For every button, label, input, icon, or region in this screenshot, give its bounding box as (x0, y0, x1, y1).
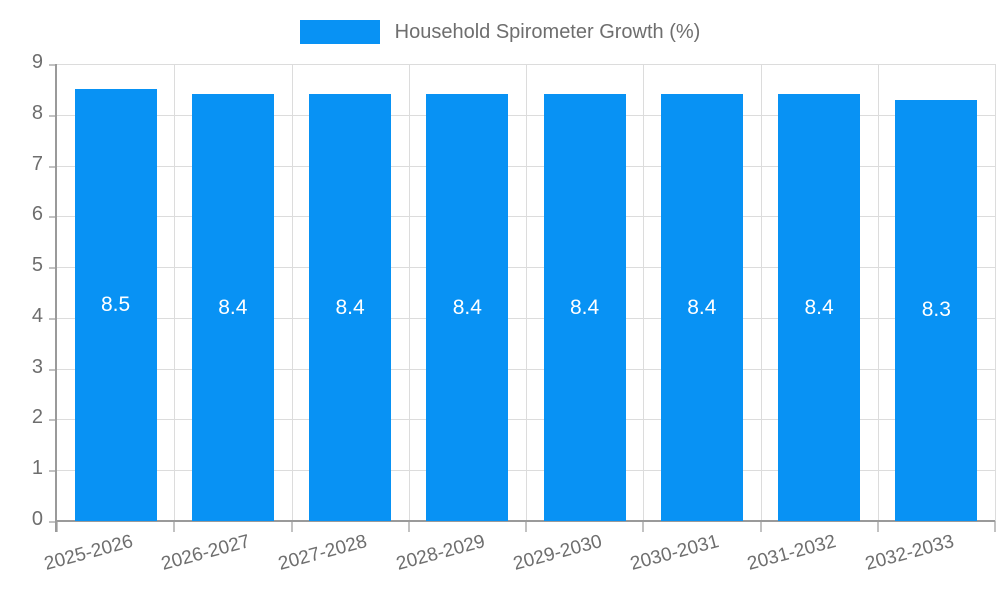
y-tick-mark (49, 521, 57, 523)
bar-value-label: 8.3 (921, 298, 951, 322)
y-axis-tick-label: 1 (31, 457, 43, 480)
bar[interactable]: 8.4 (309, 94, 392, 521)
bar-value-label: 8.5 (101, 293, 131, 317)
x-axis-tick-label: 2029-2030 (510, 531, 605, 575)
y-tick-mark (49, 114, 57, 117)
y-tick-mark (49, 470, 57, 473)
y-tick-mark (49, 267, 57, 270)
bar[interactable]: 8.4 (778, 94, 861, 521)
bar-value-label: 8.4 (687, 295, 717, 319)
x-axis-line (55, 520, 995, 522)
legend-swatch (299, 20, 380, 44)
x-tick-mark (525, 521, 527, 532)
y-axis-tick-label: 9 (31, 51, 43, 73)
bar[interactable]: 8.4 (543, 94, 626, 521)
x-axis-tick-label: 2028-2029 (393, 531, 487, 575)
x-axis-tick-label: 2025-2026 (41, 531, 136, 575)
x-axis-tick-label: 2027-2028 (276, 531, 370, 575)
y-tick-mark (49, 368, 57, 371)
x-tick-mark (56, 521, 58, 532)
y-tick-mark (49, 419, 57, 422)
x-gridline (877, 64, 879, 521)
bar[interactable]: 8.4 (191, 94, 274, 521)
x-gridline (526, 64, 527, 521)
bar-value-label: 8.4 (335, 295, 365, 319)
x-tick-mark (290, 521, 293, 532)
x-gridline (760, 64, 762, 521)
y-axis-tick-label: 7 (31, 152, 43, 175)
x-axis-tick-label: 2031-2032 (745, 531, 839, 575)
y-tick-mark (49, 216, 57, 219)
y-axis-tick-label: 4 (31, 304, 43, 327)
bar[interactable]: 8.4 (426, 94, 509, 521)
legend[interactable]: Household Spirometer Growth (%) (0, 20, 1000, 44)
x-tick-mark (876, 521, 879, 532)
y-axis-tick-label: 8 (31, 101, 43, 124)
y-axis-tick-label: 5 (31, 254, 43, 277)
x-gridline (643, 64, 645, 521)
x-axis-tick-label: 2026-2027 (159, 531, 253, 575)
x-axis-tick-label: 2030-2031 (628, 531, 722, 575)
x-tick-mark (994, 521, 996, 532)
y-axis-tick-label: 2 (31, 406, 43, 429)
y-tick-mark (49, 64, 57, 66)
bar[interactable]: 8.3 (895, 99, 978, 521)
bar-value-label: 8.4 (218, 295, 248, 319)
bar[interactable]: 8.4 (660, 94, 743, 521)
y-axis-tick-label: 0 (31, 508, 43, 530)
y-tick-mark (49, 317, 57, 320)
y-axis-tick-label: 3 (31, 355, 43, 378)
y-axis-line (55, 64, 57, 532)
x-gridline (291, 64, 293, 521)
legend-label: Household Spirometer Growth (%) (394, 21, 701, 43)
x-tick-mark (173, 521, 176, 532)
bar[interactable]: 8.5 (74, 89, 157, 521)
x-tick-mark (407, 521, 410, 532)
x-gridline (174, 64, 176, 521)
x-tick-mark (759, 521, 762, 532)
bar-value-label: 8.4 (570, 295, 600, 319)
x-axis-tick-label: 2032-2033 (862, 531, 956, 575)
x-gridline (995, 64, 996, 521)
y-axis-tick-label: 6 (31, 203, 43, 226)
bar-value-label: 8.4 (804, 295, 834, 319)
x-tick-mark (642, 521, 645, 532)
x-gridline (408, 64, 410, 521)
y-tick-mark (49, 165, 57, 168)
bar-value-label: 8.4 (452, 295, 482, 319)
